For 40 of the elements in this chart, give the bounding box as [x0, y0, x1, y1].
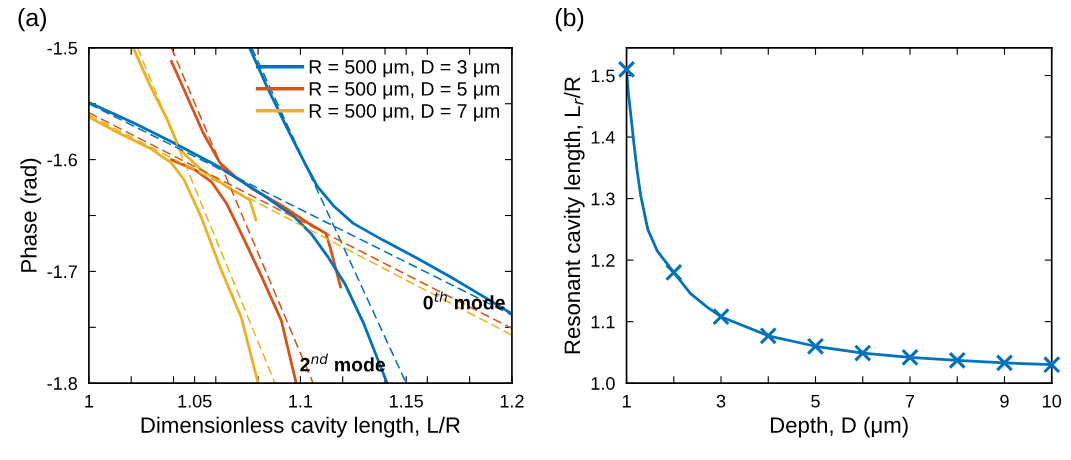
point	[617, 60, 636, 79]
x-tick-label: 1.15	[389, 394, 423, 408]
point	[806, 337, 825, 356]
point	[712, 307, 730, 326]
point	[901, 348, 919, 367]
legend-label: R = 500 μm, D = 3 μm	[309, 60, 499, 78]
x-axis-title: Depth, D (μm)	[770, 416, 908, 438]
y-tick-label: 1.0	[591, 377, 615, 390]
y-tick-label: 1.4	[591, 131, 615, 144]
y-axis-title: Resonant cavity length, L$_{r}$/R	[563, 77, 585, 354]
legend-label: R = 500 μm, D = 7 μm	[309, 104, 499, 122]
x-tick-label: 3	[716, 394, 726, 408]
chart-title: (b)	[555, 7, 584, 32]
point	[948, 351, 967, 370]
x-tick-label: 7	[905, 394, 915, 408]
x-tick-label: 10	[1043, 394, 1062, 408]
y-tick-label: 1.1	[591, 315, 615, 329]
y-axis-title: Phase (rad)	[20, 158, 42, 272]
x-tick-label: 1.2	[500, 394, 524, 408]
chart-title: (a)	[18, 7, 46, 32]
point	[853, 344, 872, 362]
y-tick-label: 1.3	[591, 192, 615, 206]
y-tick-label: -1.7	[47, 265, 77, 278]
point	[1042, 355, 1061, 374]
y-tick-label: 1.5	[591, 69, 615, 83]
x-tick-label: 1.05	[178, 394, 212, 408]
x-tick-label: 9	[1000, 394, 1009, 408]
x-axis-title: Dimensionless cavity length, L/R	[141, 416, 460, 438]
y-tick-label: 1.2	[591, 254, 615, 267]
x-tick-label: 1	[622, 394, 631, 408]
y-tick-label: -1.5	[47, 41, 78, 55]
point	[759, 326, 778, 345]
point	[995, 354, 1014, 372]
legend-label: R = 500 μm, D = 5 μm	[309, 82, 499, 100]
x-tick-label: 1	[85, 394, 94, 408]
x-tick-label: 1.1	[289, 394, 313, 408]
point	[664, 263, 683, 282]
y-tick-label: -1.6	[47, 153, 77, 167]
x-tick-label: 5	[811, 394, 820, 408]
y-tick-label: -1.8	[47, 377, 77, 390]
